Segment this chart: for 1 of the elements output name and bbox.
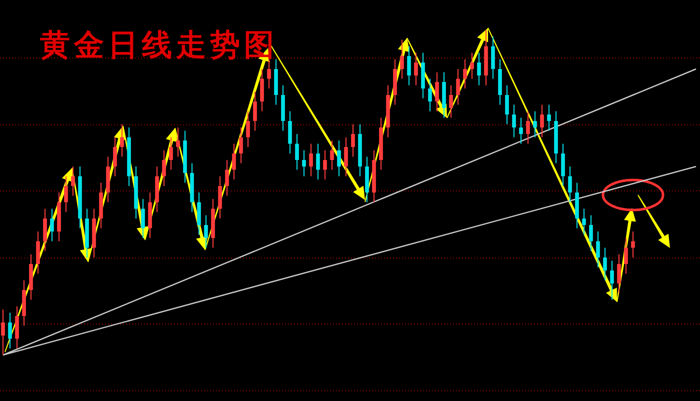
chart-title: 黄金日线走势图: [40, 28, 278, 63]
